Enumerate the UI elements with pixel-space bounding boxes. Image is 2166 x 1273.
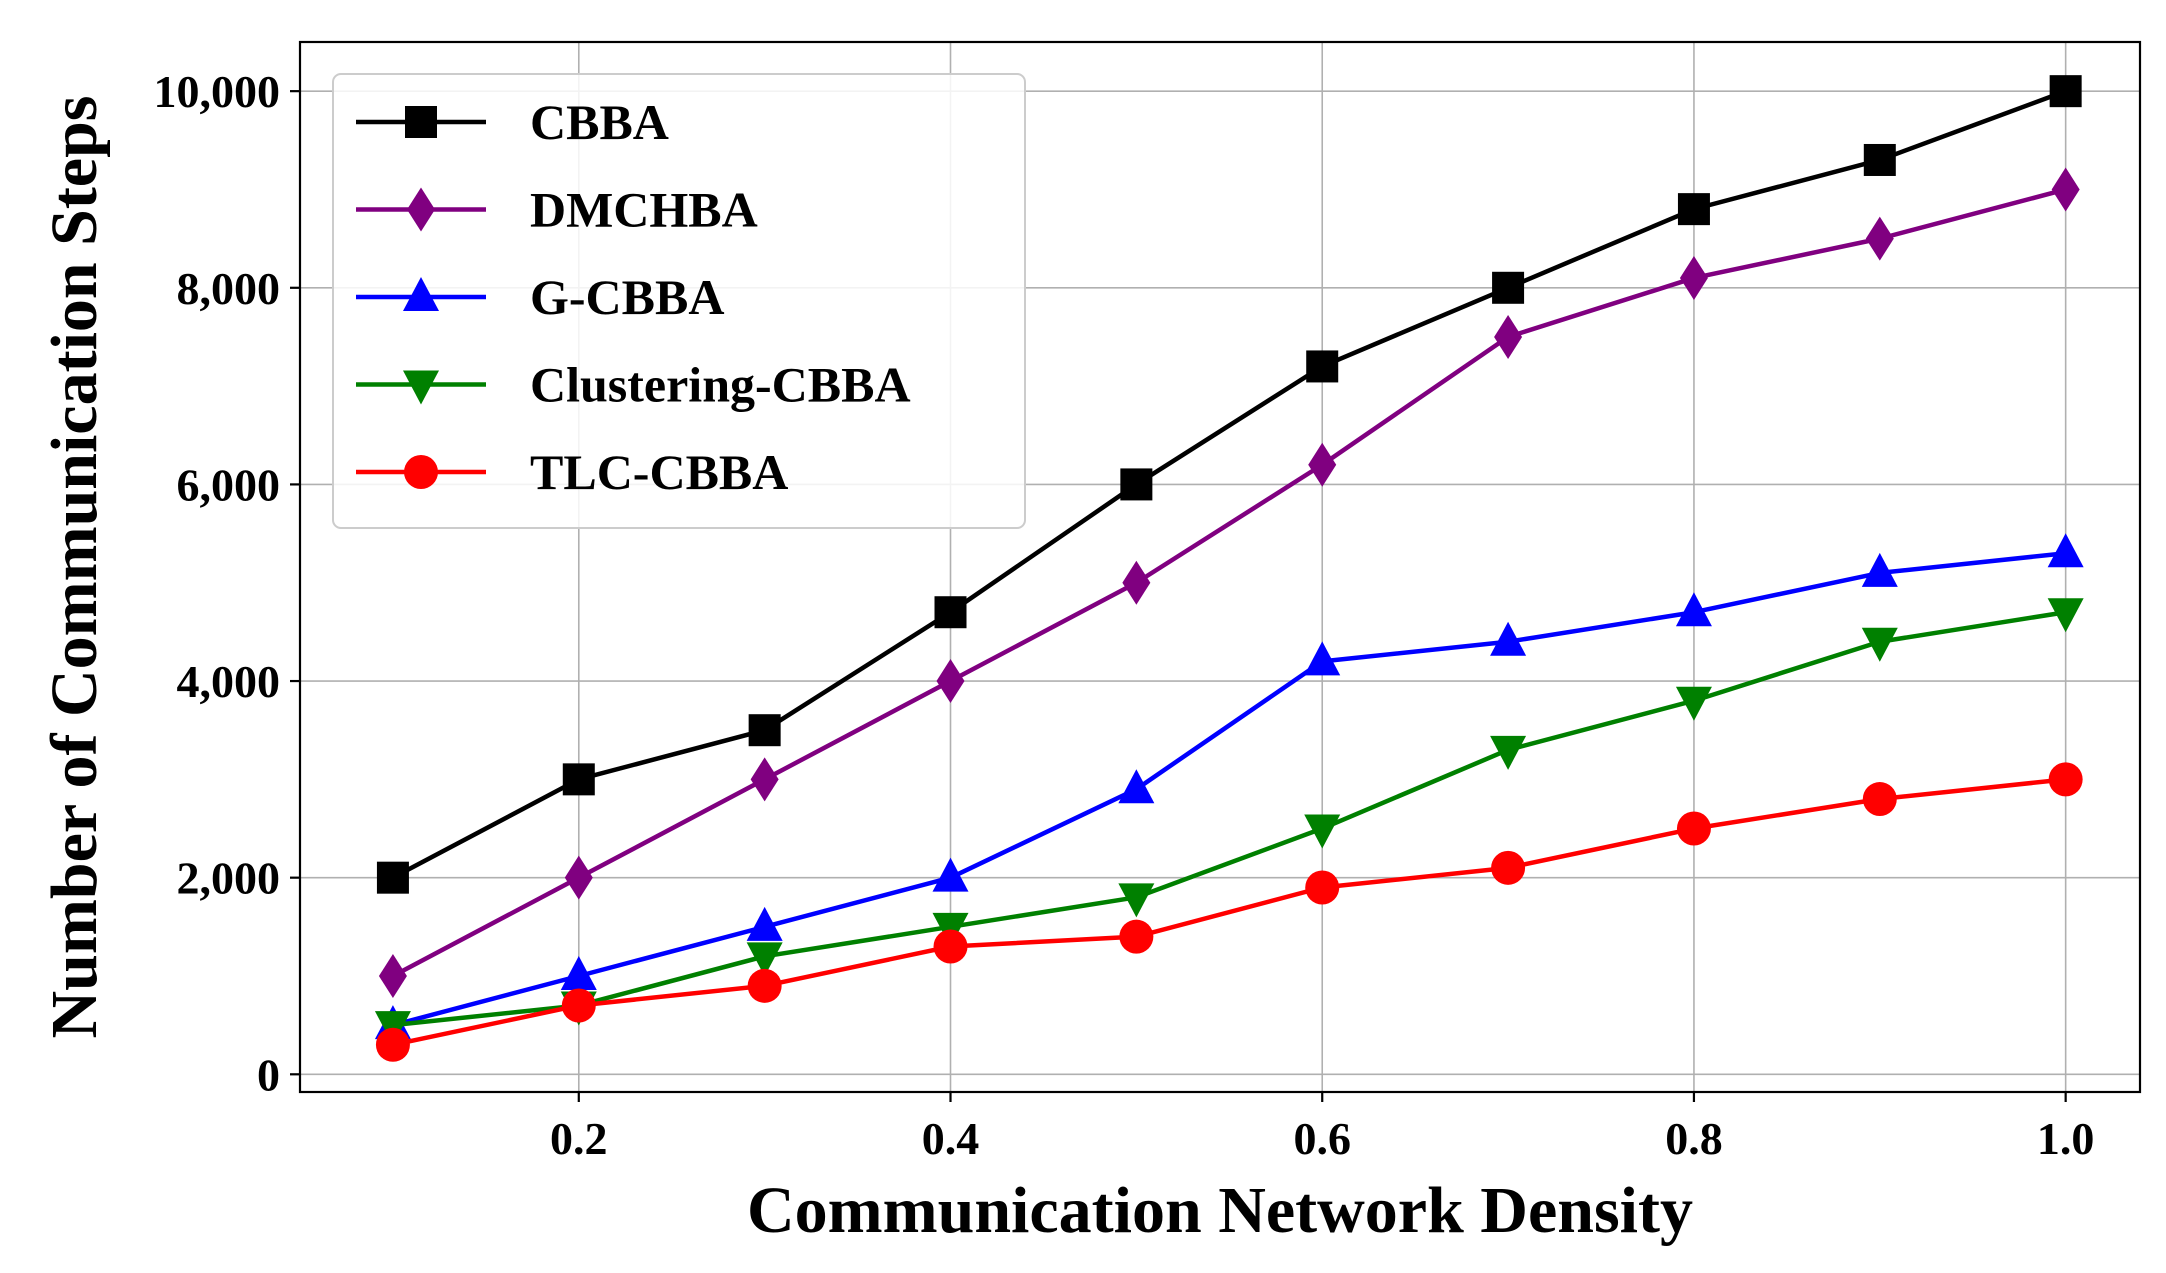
axis-ticks: 0.2 0.4 0.6 0.8 1.0 0 2,000 4,000 6,000 8,000 10,0… — [154, 66, 2095, 1164]
data-point — [378, 953, 407, 998]
legend-entry: DMCHBA — [356, 182, 758, 238]
data-point — [1490, 735, 1527, 770]
data-point — [1305, 870, 1340, 905]
legend-label: G-CBBA — [530, 269, 724, 325]
data-point — [1676, 811, 1711, 846]
data-point — [1862, 782, 1897, 817]
data-point — [1118, 883, 1155, 918]
x-tick-label: 1.0 — [2037, 1113, 2095, 1164]
data-point — [1119, 919, 1154, 954]
legend-marker — [405, 106, 437, 138]
data-point — [1304, 814, 1341, 849]
data-point — [1308, 442, 1337, 487]
data-point — [2047, 533, 2084, 568]
data-point — [933, 929, 968, 964]
data-point — [1491, 850, 1526, 885]
legend-label: Clustering-CBBA — [530, 357, 911, 413]
legend-entry: CBBA — [356, 94, 669, 150]
data-point — [1679, 255, 1708, 300]
data-point — [1863, 143, 1896, 176]
y-tick-label: 4,000 — [177, 656, 281, 707]
data-point — [934, 596, 967, 629]
y-axis-label: Number of Communication Steps — [38, 96, 111, 1039]
data-point — [1675, 686, 1712, 721]
y-tick-label: 0 — [257, 1049, 280, 1100]
series-line — [392, 610, 2067, 1028]
data-point — [375, 1027, 410, 1062]
y-tick-label: 2,000 — [177, 853, 281, 904]
series-cbba — [376, 75, 2082, 894]
data-point — [1118, 769, 1155, 804]
data-point — [1120, 468, 1153, 501]
series-line — [391, 187, 2067, 978]
data-point — [564, 855, 593, 900]
series-g-cbba — [374, 533, 2084, 1040]
data-point — [746, 942, 783, 977]
y-tick-label: 10,000 — [154, 66, 281, 117]
data-point — [2049, 75, 2082, 108]
legend-marker — [403, 277, 439, 311]
series-line — [392, 777, 2066, 1048]
data-point — [1861, 627, 1898, 662]
y-tick-label: 6,000 — [177, 459, 281, 510]
legend-marker — [407, 187, 435, 232]
legend-marker — [403, 370, 439, 405]
series-dmchba — [378, 167, 2080, 998]
x-tick-label: 0.6 — [1293, 1113, 1351, 1164]
series-clustering-cbba — [374, 598, 2084, 1046]
legend-label: TLC-CBBA — [530, 444, 788, 500]
data-point — [748, 714, 781, 747]
data-point — [562, 763, 595, 796]
legend-label: DMCHBA — [530, 182, 758, 238]
data-point — [1865, 216, 1894, 261]
legend-entry: TLC-CBBA — [356, 444, 788, 500]
data-point — [376, 861, 409, 894]
data-point — [750, 757, 779, 802]
data-point — [2047, 598, 2084, 633]
data-point — [561, 988, 596, 1023]
x-tick-label: 0.8 — [1665, 1113, 1723, 1164]
legend-entry: G-CBBA — [356, 269, 724, 325]
x-tick-label: 0.2 — [550, 1113, 608, 1164]
data-point — [2048, 762, 2083, 797]
series-group — [374, 75, 2084, 1062]
legend-entry: Clustering-CBBA — [356, 357, 911, 413]
data-point — [1675, 592, 1712, 627]
series-line — [391, 89, 2067, 880]
x-tick-label: 0.4 — [922, 1113, 980, 1164]
x-axis-label: Communication Network Density — [747, 1174, 1693, 1247]
legend: CBBA DMCHBA G-CBBA Clustering-CBBA TLC-CBBA — [332, 73, 1026, 529]
data-point — [560, 955, 597, 990]
data-point — [932, 857, 969, 892]
data-point — [1861, 552, 1898, 587]
series-tlc-cbba — [375, 762, 2083, 1062]
legend-box — [332, 73, 1026, 529]
data-point — [747, 968, 782, 1003]
plot-frame — [298, 40, 2142, 1094]
data-point — [1306, 350, 1339, 383]
data-point — [2051, 167, 2080, 212]
data-point — [1122, 560, 1151, 605]
data-point — [936, 659, 965, 704]
data-point — [1494, 314, 1523, 359]
y-tick-label: 8,000 — [177, 263, 281, 314]
legend-label: CBBA — [530, 94, 669, 150]
data-point — [746, 906, 783, 941]
data-point — [1304, 641, 1341, 676]
series-line — [392, 550, 2066, 1028]
data-point — [1490, 621, 1527, 656]
legend-marker — [404, 455, 438, 489]
data-point — [1677, 193, 1710, 226]
data-point — [1492, 271, 1525, 304]
